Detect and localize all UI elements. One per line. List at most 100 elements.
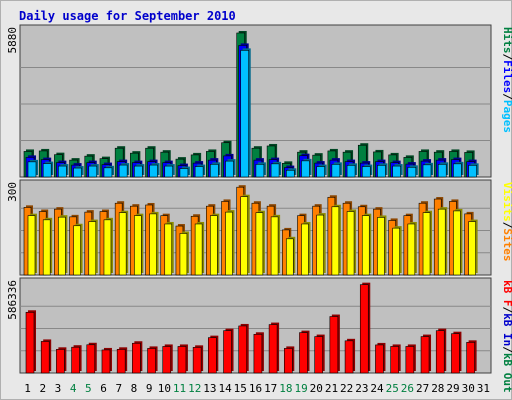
bar-pages-day-27	[422, 164, 432, 178]
x-tick-label: 31	[477, 382, 490, 395]
bar-pages-day-26	[407, 167, 417, 178]
x-tick-label: 16	[249, 382, 262, 395]
bar-visits-day-26	[407, 223, 416, 276]
bar-pages-day-1	[27, 161, 37, 178]
bar-kb-f-day-3	[56, 349, 65, 374]
x-tick-label: 28	[431, 382, 444, 395]
panel-volume: 586336 kB F/kB In/kB Out	[6, 277, 512, 393]
panel-visitors-max-label: 300	[6, 182, 19, 202]
bar-visits-day-13	[210, 215, 218, 276]
bar-pages-day-16	[255, 164, 265, 178]
bar-pages-day-14	[225, 160, 234, 178]
bar-visits-day-29	[453, 210, 461, 276]
panel-requests-max-label: 5880	[6, 27, 19, 54]
bar-pages-day-25	[392, 165, 401, 178]
bar-kb-f-day-7	[116, 349, 126, 374]
x-tick-label: 8	[131, 382, 138, 395]
chart-panels: 5880 Hits/Files/Pages 300 Visits/Sites 58633…	[6, 24, 512, 393]
x-tick-label: 24	[370, 382, 384, 395]
bar-pages-day-7	[118, 164, 128, 178]
x-tick-label: 23	[355, 382, 368, 395]
bar-visits-day-20	[316, 214, 324, 276]
x-tick-label: 21	[325, 382, 338, 395]
bar-kb-f-day-19	[299, 332, 308, 374]
bar-visits-day-6	[103, 219, 112, 276]
bar-visits-day-16	[255, 212, 264, 276]
bar-visits-day-10	[164, 223, 173, 276]
bar-visits-day-9	[149, 213, 157, 276]
bar-kb-f-day-24	[375, 344, 384, 374]
bar-visits-day-15	[240, 196, 249, 276]
panel-requests-legend: Hits/Files/Pages	[501, 27, 512, 133]
bar-pages-day-4	[73, 167, 82, 178]
bar-pages-day-21	[331, 164, 341, 178]
bar-kb-f-day-8	[132, 342, 141, 374]
bar-visits-day-1	[27, 215, 36, 276]
bar-kb-f-day-30	[466, 342, 475, 374]
bar-kb-f-day-17	[268, 324, 278, 374]
bar-pages-day-11	[179, 168, 189, 178]
bar-pages-day-10	[164, 165, 174, 178]
bar-kb-f-day-10	[162, 346, 172, 374]
bar-visits-day-28	[437, 208, 446, 276]
bar-kb-f-day-6	[101, 349, 111, 374]
bar-kb-f-day-18	[283, 348, 293, 374]
bar-pages-day-8	[134, 165, 143, 178]
bar-visits-day-19	[301, 223, 309, 276]
bar-kb-f-day-22	[344, 340, 354, 374]
x-tick-label: 19	[294, 382, 307, 395]
panel-requests: 5880 Hits/Files/Pages	[6, 24, 512, 178]
bar-visits-day-21	[331, 206, 340, 276]
x-tick-label: 1	[24, 382, 31, 395]
x-tick-label: 17	[264, 382, 277, 395]
bar-visits-day-8	[134, 215, 142, 276]
bar-visits-day-23	[361, 215, 370, 276]
x-tick-label: 13	[203, 382, 216, 395]
bar-visits-day-7	[118, 212, 127, 276]
x-tick-label: 9	[146, 382, 153, 395]
x-tick-label: 11	[173, 382, 186, 395]
x-tick-label: 26	[401, 382, 414, 395]
bar-kb-f-day-4	[71, 346, 80, 374]
bar-visits-day-22	[346, 211, 355, 276]
bar-kb-f-day-27	[420, 336, 430, 374]
x-tick-label: 27	[416, 382, 429, 395]
panel-volume-max-label: 586336	[6, 280, 19, 320]
bar-pages-day-24	[377, 165, 386, 178]
x-tick-label: 12	[188, 382, 201, 395]
x-tick-label: 25	[386, 382, 399, 395]
bar-pages-day-5	[88, 165, 98, 178]
chart-title: Daily usage for September 2010	[19, 9, 236, 23]
bar-kb-f-day-2	[40, 341, 50, 374]
bar-kb-f-day-26	[405, 346, 415, 374]
bar-pages-day-12	[194, 166, 204, 178]
bar-visits-day-4	[73, 225, 81, 276]
x-tick-label: 6	[100, 382, 107, 395]
x-tick-label: 4	[70, 382, 77, 395]
bar-kb-f-day-28	[435, 330, 445, 374]
x-tick-label: 5	[85, 382, 92, 395]
bar-kb-f-day-23	[359, 284, 369, 374]
bar-pages-day-17	[270, 163, 280, 178]
bar-pages-day-3	[58, 165, 67, 178]
bar-kb-f-day-29	[451, 333, 460, 374]
panel-visitors: 300 Visits/Sites	[6, 179, 512, 276]
x-tick-label: 30	[462, 382, 475, 395]
bar-kb-f-day-11	[177, 346, 187, 374]
bar-visits-day-3	[58, 216, 66, 276]
bar-visits-day-27	[422, 212, 431, 276]
panel-visitors-legend: Visits/Sites	[501, 182, 512, 262]
bar-pages-day-22	[346, 165, 356, 178]
bar-pages-day-30	[468, 165, 477, 178]
bar-visits-day-5	[88, 221, 97, 276]
bar-pages-day-19	[301, 160, 310, 178]
bar-visits-day-17	[270, 216, 279, 276]
x-tick-label: 20	[310, 382, 323, 395]
bar-pages-day-9	[149, 164, 158, 178]
bar-kb-f-day-5	[86, 344, 96, 374]
bar-pages-day-23	[361, 166, 371, 178]
bar-kb-f-day-21	[329, 316, 339, 374]
x-tick-label: 2	[39, 382, 46, 395]
bar-kb-f-day-15	[238, 325, 248, 374]
